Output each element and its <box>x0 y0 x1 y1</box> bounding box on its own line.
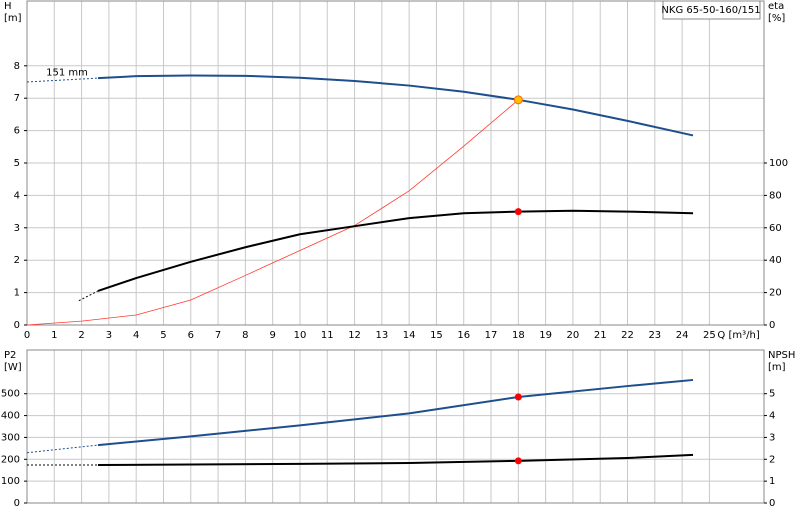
plot-layer: 0 100 200 300 400 500 0 1 2 3 4 5 P2[W] NPSH[m] <box>1 349 795 509</box>
x-tick-label: 10 <box>294 330 307 341</box>
y-tick-label: 8 <box>14 61 20 72</box>
chart-title: NKG 65-50-160/151 <box>661 5 760 16</box>
y2-tick-label: 1 <box>769 476 775 487</box>
y-tick-label: 2 <box>14 255 20 266</box>
x-tick-label: 8 <box>242 330 248 341</box>
curve <box>26 77 98 83</box>
x-tick-label: 2 <box>78 330 84 341</box>
x-tick-label: 3 <box>106 330 112 341</box>
x-tick-label: 5 <box>160 330 166 341</box>
x-tick-label: 1 <box>51 330 57 341</box>
x-tick-label: 12 <box>348 330 361 341</box>
y-tick-label: 0 <box>14 498 20 509</box>
y2-tick-label: 3 <box>769 432 775 443</box>
y2-axis-label: [m] <box>768 362 786 373</box>
x-tick-label: 7 <box>215 330 221 341</box>
y-tick-label: 200 <box>1 454 20 465</box>
y2-tick-label: 60 <box>769 223 782 234</box>
y-tick-label: 500 <box>1 389 20 400</box>
y-axis-label: [W] <box>4 362 22 373</box>
y-tick-label: 7 <box>14 93 20 104</box>
y2-tick-label: 80 <box>769 190 782 201</box>
y2-tick-label: 2 <box>769 454 775 465</box>
x-tick-label: 0 <box>24 330 30 341</box>
y2-axis-label: NPSH <box>768 350 795 361</box>
y-tick-label: 3 <box>14 223 20 234</box>
plot-frame <box>26 349 765 504</box>
y-tick-label: 100 <box>1 476 20 487</box>
y-tick-label: 6 <box>14 126 20 137</box>
y-axis-label: H <box>4 1 12 12</box>
y2-tick-label: 0 <box>769 320 775 331</box>
x-tick-label: 23 <box>648 330 661 341</box>
duty-point <box>514 393 522 401</box>
annotation: 151 mm <box>46 67 88 78</box>
duty-point <box>514 457 522 465</box>
x-tick-label: 21 <box>594 330 607 341</box>
curve <box>78 290 99 302</box>
x-tick-label: 22 <box>621 330 634 341</box>
x-tick-label: 13 <box>375 330 388 341</box>
y2-tick-label: 20 <box>769 288 782 299</box>
y-tick-label: 400 <box>1 411 20 422</box>
y2-tick-label: 4 <box>769 411 775 422</box>
x-tick-label: 25 <box>703 330 716 341</box>
x-tick-label: 16 <box>457 330 470 341</box>
x-tick-label: 9 <box>269 330 275 341</box>
x-tick-label: 11 <box>321 330 334 341</box>
curve <box>97 74 694 137</box>
y-tick-label: 0 <box>14 320 20 331</box>
x-tick-label: 20 <box>567 330 580 341</box>
y2-tick-label: 0 <box>769 498 775 509</box>
curve <box>97 378 694 447</box>
curve <box>97 209 694 292</box>
y-tick-label: 1 <box>14 288 20 299</box>
y2-axis-label: eta <box>768 1 784 12</box>
y-tick-label: 300 <box>1 432 20 443</box>
y-tick-label: 4 <box>14 190 20 201</box>
x-tick-label: 18 <box>512 330 525 341</box>
x-tick-label: 17 <box>485 330 498 341</box>
duty-point <box>513 95 523 105</box>
x-tick-label: 24 <box>676 330 689 341</box>
x-tick-label: 14 <box>403 330 416 341</box>
x-tick-label: 19 <box>539 330 552 341</box>
y-axis-label: P2 <box>4 350 16 361</box>
y2-tick-label: 5 <box>769 389 775 400</box>
title-box <box>662 0 761 20</box>
x-tick-label: 15 <box>430 330 443 341</box>
duty-point <box>514 208 522 216</box>
y2-tick-label: 100 <box>769 158 788 169</box>
x-tick-label: 4 <box>133 330 139 341</box>
curve <box>26 444 99 454</box>
y-axis-label: [m] <box>4 13 22 24</box>
curve <box>26 99 519 326</box>
x-axis-label: Q [m³/h] <box>717 330 759 341</box>
x-tick-label: 6 <box>188 330 194 341</box>
y-tick-label: 5 <box>14 158 20 169</box>
y2-tick-label: 40 <box>769 255 782 266</box>
y2-axis-label: [%] <box>768 13 785 24</box>
curve <box>97 453 694 466</box>
